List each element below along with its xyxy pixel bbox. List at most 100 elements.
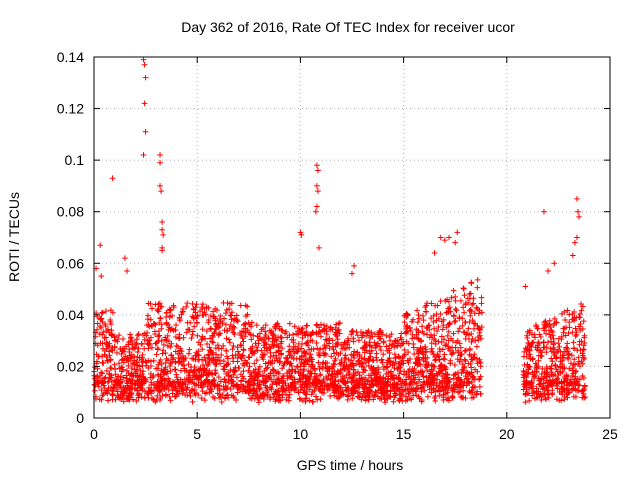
data-point-marker xyxy=(323,328,330,335)
data-point-marker xyxy=(553,319,560,325)
data-point-marker xyxy=(212,382,218,389)
data-point-marker xyxy=(167,344,174,350)
data-point-marker xyxy=(279,365,285,372)
data-point-marker xyxy=(560,365,566,372)
data-point-marker xyxy=(561,309,568,315)
data-point-marker xyxy=(566,351,572,358)
data-point-marker xyxy=(465,325,472,332)
data-point-marker xyxy=(125,363,132,369)
data-point-marker xyxy=(348,351,355,358)
data-point-marker xyxy=(135,345,142,352)
data-point-marker xyxy=(291,350,298,356)
data-point-marker xyxy=(207,326,213,332)
data-point-marker xyxy=(94,358,100,365)
data-point-marker xyxy=(283,355,290,362)
data-point-marker xyxy=(554,396,560,403)
chart-title: Day 362 of 2016, Rate Of TEC Index for r… xyxy=(181,19,515,35)
data-point-marker xyxy=(298,232,305,238)
data-point-marker xyxy=(392,392,399,398)
data-point-marker xyxy=(256,399,262,406)
data-point-marker xyxy=(283,396,290,403)
data-point-marker xyxy=(209,338,215,345)
data-point-marker xyxy=(449,350,456,357)
data-point-marker xyxy=(222,379,229,386)
data-point-marker xyxy=(581,340,588,346)
data-point-marker xyxy=(169,325,175,332)
data-point-marker xyxy=(114,388,121,395)
data-point-marker xyxy=(326,340,332,347)
data-point-marker xyxy=(359,381,365,388)
data-point-marker xyxy=(551,260,558,267)
data-point-marker xyxy=(447,376,453,383)
data-point-marker xyxy=(199,384,205,391)
data-point-marker xyxy=(109,391,115,398)
data-point-marker xyxy=(543,330,549,337)
data-point-marker xyxy=(176,331,183,338)
data-point-marker xyxy=(529,392,535,399)
data-point-marker xyxy=(224,385,231,391)
data-point-marker xyxy=(336,394,343,400)
data-point-marker xyxy=(387,361,394,368)
data-point-marker xyxy=(332,357,338,364)
data-point-marker xyxy=(103,334,109,341)
data-point-marker xyxy=(425,394,431,400)
data-point-marker xyxy=(373,375,380,381)
data-point-marker xyxy=(172,348,179,355)
data-point-marker xyxy=(157,373,164,380)
data-point-marker xyxy=(549,391,555,398)
data-point-marker xyxy=(209,370,215,377)
data-point-marker xyxy=(471,383,477,390)
data-point-marker xyxy=(523,369,530,375)
data-point-marker xyxy=(422,363,429,369)
data-point-marker xyxy=(451,388,457,395)
data-point-marker xyxy=(108,347,115,353)
data-point-marker xyxy=(462,336,469,342)
data-point-marker xyxy=(360,364,367,370)
data-point-marker xyxy=(185,361,192,368)
data-point-marker xyxy=(132,366,138,373)
data-point-marker xyxy=(184,392,191,399)
data-point-marker xyxy=(92,387,98,394)
data-point-marker xyxy=(436,357,442,363)
data-point-marker xyxy=(152,321,159,328)
data-point-marker xyxy=(210,308,216,315)
data-point-marker xyxy=(453,307,460,314)
data-point-marker xyxy=(114,338,121,345)
data-point-marker xyxy=(166,379,172,385)
data-point-marker xyxy=(238,342,245,349)
data-point-marker xyxy=(261,339,268,346)
data-point-marker xyxy=(431,325,437,332)
data-point-marker xyxy=(134,377,141,384)
data-point-marker xyxy=(131,386,138,392)
data-point-marker xyxy=(473,391,480,398)
data-point-marker xyxy=(547,331,553,338)
data-point-marker xyxy=(326,365,333,372)
data-point-marker xyxy=(313,340,320,346)
data-point-marker xyxy=(364,389,371,396)
data-point-marker xyxy=(251,387,258,393)
data-point-marker xyxy=(549,348,555,355)
data-point-marker xyxy=(321,390,327,396)
data-point-marker xyxy=(272,324,278,330)
data-point-marker xyxy=(338,367,344,373)
data-point-marker xyxy=(133,398,140,404)
data-point-marker xyxy=(173,334,179,340)
data-point-marker xyxy=(258,347,265,354)
data-point-marker xyxy=(579,360,586,367)
data-point-marker xyxy=(460,304,466,311)
data-point-marker xyxy=(419,349,426,356)
data-point-marker xyxy=(581,334,588,341)
data-point-marker xyxy=(572,369,578,375)
data-point-marker xyxy=(570,252,576,259)
data-point-marker xyxy=(431,395,438,401)
data-point-marker xyxy=(564,340,571,347)
data-point-marker xyxy=(171,385,178,391)
data-point-marker xyxy=(267,394,274,401)
data-point-marker xyxy=(269,358,276,364)
data-point-marker xyxy=(468,339,475,345)
data-point-marker xyxy=(572,333,579,339)
data-point-marker xyxy=(160,232,166,238)
data-point-marker xyxy=(237,332,244,338)
data-point-marker xyxy=(338,341,344,348)
data-point-marker xyxy=(349,328,356,334)
